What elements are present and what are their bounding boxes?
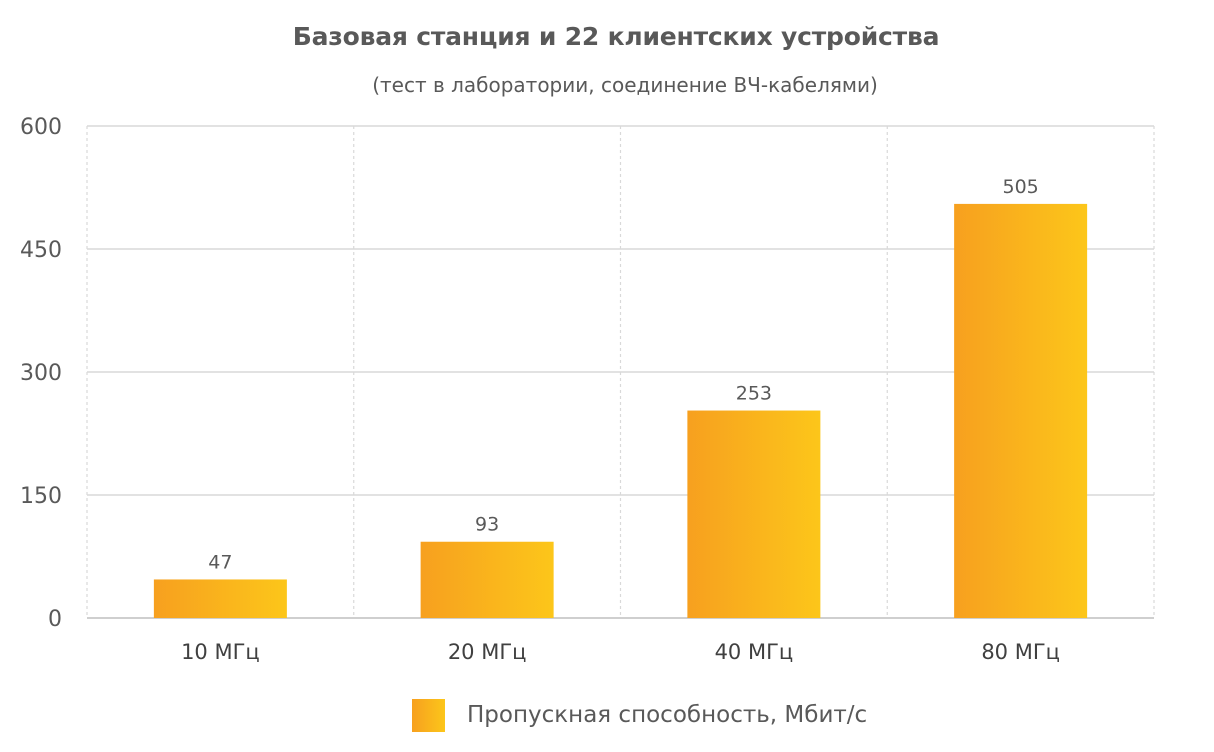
y-tick-label: 150 xyxy=(20,484,62,509)
data-label: 47 xyxy=(208,551,232,573)
bar xyxy=(687,410,821,618)
data-label: 505 xyxy=(1002,176,1038,198)
y-tick-label: 600 xyxy=(20,115,62,140)
legend: Пропускная способность, Мбит/с xyxy=(412,697,867,733)
bars xyxy=(153,203,1088,618)
x-axis: 10 МГц 20 МГц 40 МГц 80 МГц xyxy=(181,640,1060,664)
x-tick-label: 80 МГц xyxy=(981,640,1060,664)
chart-title: Базовая станция и 22 клиентских устройст… xyxy=(292,22,940,51)
bar xyxy=(954,203,1088,618)
data-labels: 47 93 253 505 xyxy=(208,176,1038,574)
y-tick-label: 300 xyxy=(20,361,62,386)
legend-swatch xyxy=(412,698,445,732)
legend-label: Пропускная способность, Мбит/с xyxy=(467,702,868,728)
x-tick-label: 10 МГц xyxy=(181,640,260,664)
y-tick-label: 450 xyxy=(20,238,62,263)
x-tick-label: 40 МГц xyxy=(715,640,794,664)
bar xyxy=(153,579,287,618)
chart-subtitle: (тест в лаборатории, соединение ВЧ-кабел… xyxy=(372,73,878,97)
y-axis: 0 150 300 450 600 xyxy=(20,115,62,632)
data-label: 93 xyxy=(475,514,499,536)
y-tick-label: 0 xyxy=(48,607,62,632)
data-label: 253 xyxy=(736,383,772,405)
bar xyxy=(420,541,554,618)
x-tick-label: 20 МГц xyxy=(448,640,527,664)
